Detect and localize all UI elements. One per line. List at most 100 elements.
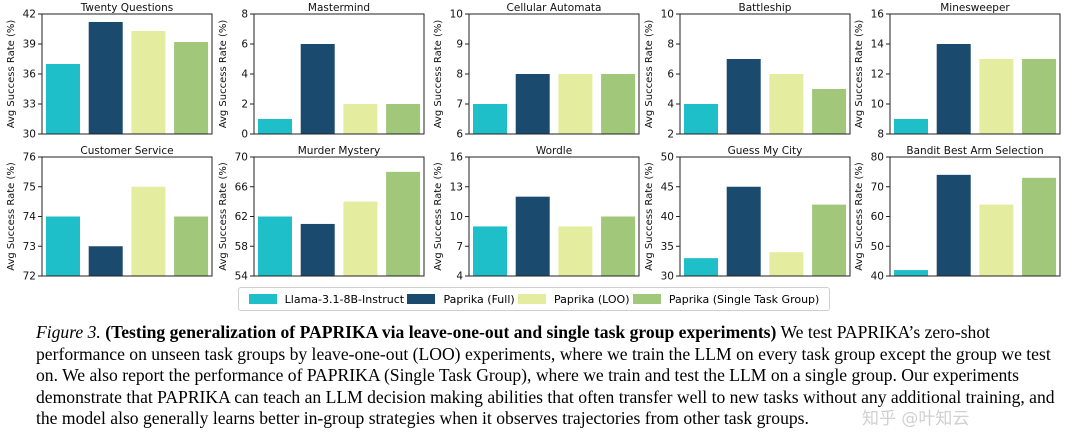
ytick-label-battleship: 10	[661, 9, 674, 21]
chart-wordle: 4 7 10 13 16 Wordle Avg Success Rate (%)	[433, 145, 640, 283]
caption-title: (Testing generalization of PAPRIKA via l…	[105, 322, 777, 342]
chart-title-battleship: Battleship	[739, 2, 792, 14]
ytick-label-battleship: 6	[667, 69, 674, 81]
chart-bandit-best-arm-selection: 40 50 60 70 80 Bandit Best Arm Selection Avg S…	[854, 145, 1061, 283]
chart-mastermind: 0 2 4 6 8 Mastermind Avg Success Rate (%)	[218, 2, 425, 141]
bar-customer-service-llama-3-1-8b-instruct	[46, 216, 80, 276]
bar-cellular-automata-llama-3-1-8b-instruct	[473, 104, 507, 134]
ytick-label-guess-my-city: 30	[661, 271, 674, 283]
chart-title-cellular-automata: Cellular Automata	[507, 2, 602, 14]
bar-twenty-questions-llama-3-1-8b-instruct	[46, 64, 80, 134]
ytick-label-murder-mystery: 58	[235, 241, 248, 253]
bar-bandit-best-arm-selection-llama-3-1-8b-instruct	[894, 270, 928, 276]
ytick-label-cellular-automata: 9	[456, 39, 463, 51]
bar-twenty-questions-paprika-loo	[131, 31, 166, 134]
ytick-label-guess-my-city: 40	[661, 211, 674, 223]
ylabel-battleship: Avg Success Rate (%)	[644, 20, 655, 129]
ylabel-wordle: Avg Success Rate (%)	[433, 162, 444, 271]
ytick-label-minesweeper: 8	[877, 129, 884, 141]
bar-mastermind-paprika-loo	[343, 104, 378, 134]
ylabel-minesweeper: Avg Success Rate (%)	[854, 20, 865, 129]
ytick-label-battleship: 8	[667, 39, 674, 51]
legend-swatch-paprika-loo	[518, 294, 547, 304]
chart-minesweeper: 8 10 12 14 16 Minesweeper Avg Success Rate (%)	[854, 2, 1061, 141]
ylabel-murder-mystery: Avg Success Rate (%)	[218, 162, 229, 271]
legend-swatch-paprika-single	[632, 294, 661, 304]
ytick-label-twenty-questions: 33	[23, 99, 36, 111]
ytick-label-mastermind: 0	[241, 129, 248, 141]
ytick-label-twenty-questions: 39	[23, 39, 36, 51]
bar-bandit-best-arm-selection-paprika-full	[936, 174, 971, 276]
legend-label-paprika-single: Paprika (Single Task Group)	[668, 292, 820, 306]
ytick-label-customer-service: 75	[23, 181, 36, 193]
bar-wordle-paprika-single-task-group	[601, 216, 636, 276]
bar-guess-my-city-paprika-single-task-group	[812, 204, 847, 276]
ytick-label-mastermind: 4	[241, 69, 248, 81]
ytick-label-twenty-questions: 30	[23, 129, 36, 141]
caption-body: We test PAPRIKA’s zero-shot performance …	[36, 322, 1055, 428]
bar-murder-mystery-paprika-full	[300, 223, 335, 276]
ytick-label-minesweeper: 10	[871, 99, 884, 111]
bar-mastermind-paprika-single-task-group	[386, 104, 421, 134]
ytick-label-murder-mystery: 62	[235, 211, 248, 223]
ytick-label-cellular-automata: 7	[456, 99, 463, 111]
watermark: 知乎 @叶知云	[862, 409, 970, 429]
bar-battleship-paprika-loo	[769, 74, 804, 134]
ytick-label-cellular-automata: 10	[450, 9, 463, 21]
ytick-label-customer-service: 74	[23, 211, 37, 223]
bar-minesweeper-paprika-loo	[979, 59, 1014, 134]
ytick-label-wordle: 4	[456, 271, 463, 283]
chart-title-wordle: Wordle	[536, 145, 572, 157]
ytick-label-mastermind: 8	[241, 9, 248, 21]
bar-wordle-paprika-loo	[558, 226, 593, 276]
chart-title-murder-mystery: Murder Mystery	[298, 145, 380, 157]
ytick-label-minesweeper: 12	[871, 69, 884, 81]
ytick-label-bandit-best-arm-selection: 80	[871, 152, 884, 164]
bar-murder-mystery-paprika-loo	[343, 201, 378, 276]
chart-title-bandit-best-arm-selection: Bandit Best Arm Selection	[906, 145, 1043, 157]
ytick-label-wordle: 10	[450, 211, 463, 223]
bar-cellular-automata-paprika-single-task-group	[601, 74, 636, 134]
chart-title-minesweeper: Minesweeper	[940, 2, 1010, 14]
legend-label-paprika-loo: Paprika (LOO)	[554, 292, 630, 306]
ylabel-twenty-questions: Avg Success Rate (%)	[6, 20, 17, 129]
ylabel-mastermind: Avg Success Rate (%)	[218, 20, 229, 129]
ytick-label-twenty-questions: 42	[23, 9, 36, 21]
ytick-label-customer-service: 73	[23, 241, 36, 253]
ylabel-guess-my-city: Avg Success Rate (%)	[644, 162, 655, 271]
bar-guess-my-city-paprika-loo	[769, 252, 804, 276]
ytick-label-minesweeper: 16	[871, 9, 885, 21]
bar-minesweeper-paprika-single-task-group	[1022, 59, 1057, 134]
ylabel-bandit-best-arm-selection: Avg Success Rate (%)	[854, 162, 865, 271]
chart-customer-service: 72 73 74 75 76 Customer Service Avg Success Ra…	[6, 145, 213, 283]
ytick-label-murder-mystery: 54	[235, 271, 249, 283]
ytick-label-mastermind: 2	[241, 99, 248, 111]
legend-item-llama: Llama-3.1-8B-Instruct	[248, 293, 404, 306]
bar-bandit-best-arm-selection-paprika-single-task-group	[1022, 177, 1057, 276]
bar-wordle-paprika-full	[515, 196, 550, 276]
bar-guess-my-city-llama-3-1-8b-instruct	[684, 258, 718, 276]
ytick-label-murder-mystery: 66	[235, 181, 249, 193]
chart-title-twenty-questions: Twenty Questions	[80, 2, 173, 14]
ytick-label-bandit-best-arm-selection: 50	[871, 241, 884, 253]
ytick-label-customer-service: 72	[23, 271, 36, 283]
chart-legend: Llama-3.1-8B-Instruct Paprika (Full) Pap…	[238, 287, 830, 311]
bar-battleship-llama-3-1-8b-instruct	[684, 104, 718, 134]
chart-title-guess-my-city: Guess My City	[728, 145, 803, 157]
bar-murder-mystery-paprika-single-task-group	[386, 171, 421, 276]
bar-customer-service-paprika-full	[88, 246, 123, 276]
legend-swatch-paprika-full	[407, 294, 436, 304]
legend-item-paprika-loo: Paprika (LOO)	[518, 293, 630, 306]
chart-murder-mystery: 54 58 62 66 70 Murder Mystery Avg Success Rate…	[218, 145, 425, 283]
bar-minesweeper-paprika-full	[936, 44, 971, 134]
figure-caption: Figure 3. (Testing generalization of PAP…	[36, 322, 1076, 430]
chart-battleship: 2 4 6 8 10 Battleship Avg Success Rate (%)	[644, 2, 851, 141]
ytick-label-mastermind: 6	[241, 39, 248, 51]
ylabel-customer-service: Avg Success Rate (%)	[6, 162, 17, 271]
bar-mastermind-llama-3-1-8b-instruct	[258, 119, 292, 134]
ytick-label-bandit-best-arm-selection: 60	[871, 211, 884, 223]
ytick-label-bandit-best-arm-selection: 70	[871, 181, 884, 193]
bar-customer-service-paprika-loo	[131, 186, 166, 276]
legend-swatch-llama	[248, 294, 277, 304]
